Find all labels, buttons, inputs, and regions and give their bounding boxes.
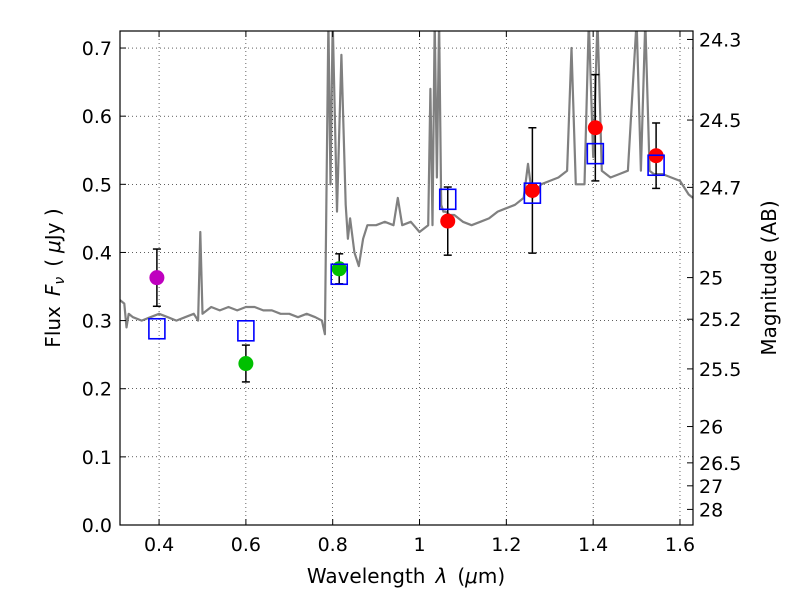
model-flux-square: [523, 182, 542, 204]
photometry-point: [587, 120, 603, 136]
mag-tick-label: 24.5: [699, 110, 741, 132]
sed-model-line: [120, 31, 693, 336]
y-tick-label: 0.2: [82, 379, 112, 401]
y-tick-label: 0.0: [82, 515, 112, 537]
model-flux-square: [647, 154, 665, 177]
x-tick-label: 0.8: [318, 534, 348, 556]
x-tick-label: 1.2: [491, 534, 521, 556]
mag-tick-label: 24.7: [699, 177, 741, 199]
mag-tick-label: 26: [699, 417, 723, 439]
y-axis-label: FluxFν(μJy ): [41, 208, 68, 347]
y-tick-label: 0.1: [82, 447, 112, 469]
x-axis-label: Wavelength λ (μm): [307, 564, 505, 588]
axis-ticks: 0.4 0.6 0.8 1 1.2 1.4 1.6 0.0 0.1 0.2 0.3 0.4 0.5 0.6…: [82, 29, 742, 556]
x-tick-label: 1.4: [578, 534, 608, 556]
data-marks: [148, 73, 665, 383]
model-flux-square: [148, 317, 166, 340]
mag-tick-label: 26.5: [699, 453, 741, 475]
photometry-point: [524, 182, 540, 198]
mag-tick-label: 25.2: [699, 309, 741, 331]
mag-tick-label: 25: [699, 268, 723, 290]
photometry-point: [440, 213, 456, 229]
y-tick-label: 0.6: [82, 106, 112, 128]
y-tick-label: 0.5: [82, 174, 112, 196]
photometry-point: [149, 270, 165, 286]
plot-background: [120, 31, 693, 525]
mag-tick-label: 25.5: [699, 359, 741, 381]
model-flux-square: [438, 188, 457, 211]
x-tick-label: 1: [413, 534, 425, 556]
x-tick-label: 0.6: [231, 534, 261, 556]
photometry-point: [238, 356, 254, 372]
mag-tick-label: 28: [699, 499, 723, 521]
right-axis-label: Magnitude (AB): [757, 200, 781, 355]
y-tick-label: 0.7: [82, 38, 112, 60]
y-tick-label: 0.3: [82, 311, 112, 333]
y-tick-label: 0.4: [82, 242, 112, 264]
model-flux-square: [330, 263, 349, 286]
x-tick-label: 0.4: [144, 534, 174, 556]
mag-tick-label: 24.3: [699, 29, 741, 51]
model-flux-square: [237, 320, 255, 342]
x-tick-label: 1.6: [665, 534, 695, 556]
model-flux-square: [586, 142, 605, 165]
mag-tick-label: 27: [699, 476, 723, 498]
